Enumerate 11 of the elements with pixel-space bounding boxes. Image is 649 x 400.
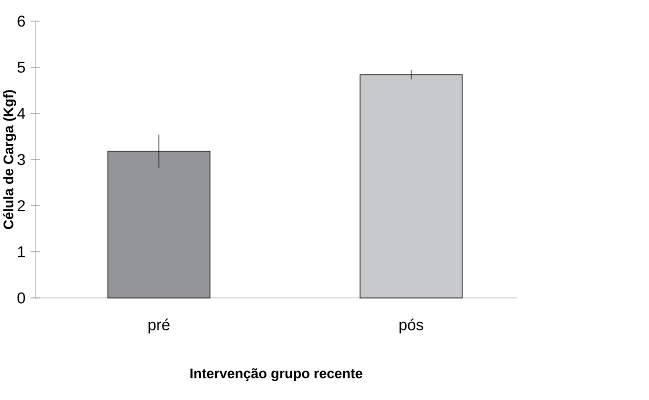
- y-tick-label: 4: [17, 108, 26, 119]
- x-axis-title: Intervenção grupo recente: [190, 368, 362, 382]
- y-axis-title: Célula de Carga (Kgf): [3, 90, 16, 230]
- x-tick-label: pós: [400, 318, 424, 334]
- x-tick-label: pré: [148, 318, 170, 334]
- y-tick-label: 2: [18, 200, 25, 212]
- y-tick-label: 5: [18, 62, 25, 73]
- y-tick-label: 6: [18, 16, 25, 27]
- y-tick-label: 3: [17, 154, 25, 166]
- y-tick-label: 1: [18, 246, 25, 258]
- y-tick-label: 0: [18, 292, 25, 304]
